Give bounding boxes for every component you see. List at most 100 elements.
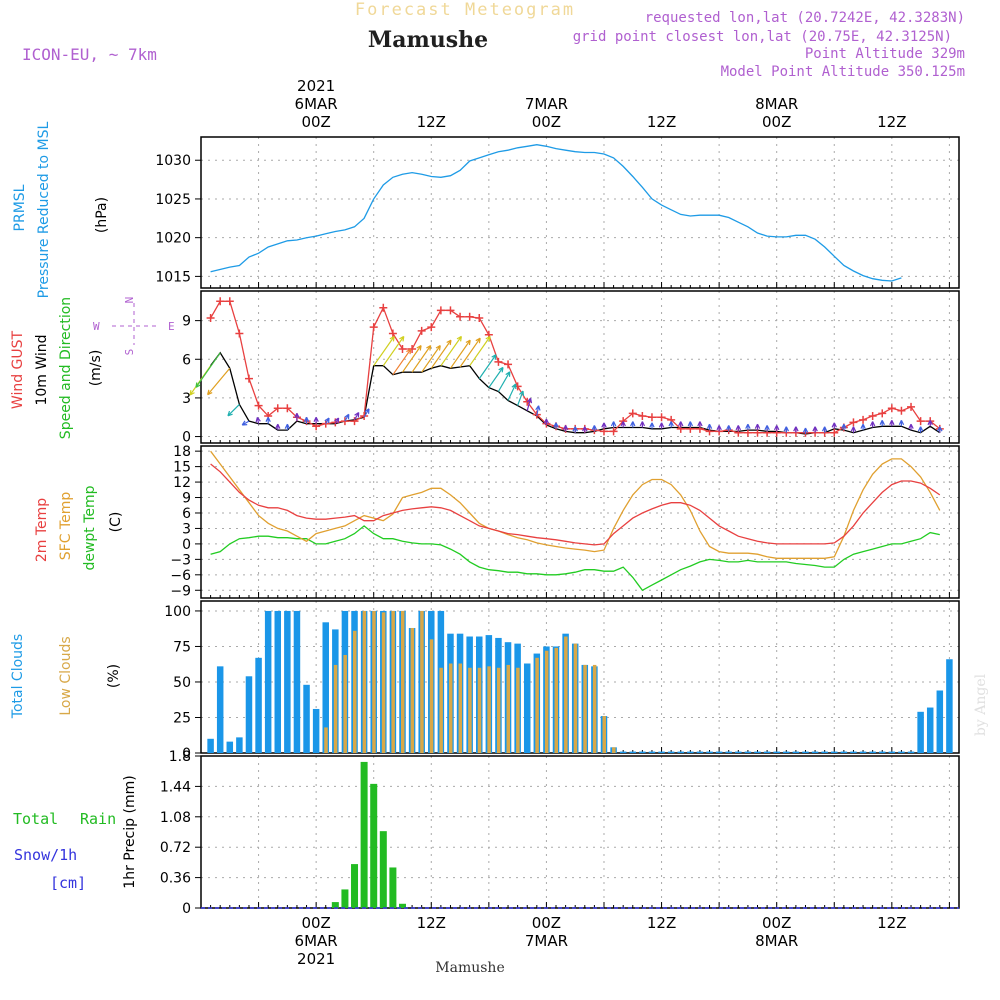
location-title: Mamushe	[368, 27, 488, 53]
total-clouds-label: Total Clouds	[10, 634, 26, 719]
panel-frame	[200, 445, 960, 599]
gust-marker	[283, 404, 292, 413]
gust-marker	[417, 326, 426, 335]
compass-south: S	[123, 349, 136, 356]
panel-frame	[200, 136, 960, 289]
compass-west: W	[93, 320, 100, 333]
total-cloud-bar	[284, 610, 291, 753]
wind-arrow	[313, 416, 319, 424]
top-date-label: 7MAR	[525, 95, 568, 113]
wind-arrow	[610, 421, 617, 428]
total-cloud-bar	[245, 676, 253, 753]
total-cloud-bar	[869, 751, 876, 753]
gust-marker	[494, 357, 503, 366]
pressure-msl-label: Pressure Reduced to MSL	[36, 121, 52, 298]
precip-total-label: Total	[13, 810, 58, 828]
wind-arrow	[927, 420, 933, 427]
gust-marker	[609, 427, 618, 436]
gust-marker	[436, 306, 445, 315]
wind-arrow	[275, 423, 281, 431]
y-tick-label: 0	[182, 537, 191, 553]
y-tick-label: 0.36	[160, 871, 191, 887]
wind-arrow	[392, 348, 412, 376]
y-tick-label: 9	[182, 314, 191, 330]
gust-marker	[465, 312, 474, 321]
bottom-time-label: 00Z	[301, 914, 330, 932]
wind-arrow	[517, 390, 525, 406]
temp-2m-label: 2m Temp	[34, 498, 50, 562]
low-cloud-bar	[439, 667, 443, 753]
total-cloud-bar	[831, 751, 838, 753]
gust-marker	[379, 303, 388, 312]
gust-marker	[638, 411, 647, 420]
low-cloud-bar	[602, 716, 606, 753]
model-label: ICON-EU, ~ 7km	[22, 45, 157, 64]
low-cloud-bar	[487, 666, 491, 753]
y-tick-label: 12	[173, 475, 191, 491]
rain-bar	[351, 864, 359, 908]
gust-marker	[350, 417, 359, 426]
total-cloud-bar	[878, 751, 886, 753]
total-cloud-bar	[639, 751, 646, 753]
top-time-label: 12Z	[877, 113, 906, 131]
y-tick-label: 1020	[155, 231, 191, 247]
gust-marker	[273, 404, 282, 413]
top-time-label: 00Z	[762, 113, 791, 131]
wind-gust-label: Wind GUST	[10, 330, 26, 409]
plot-layer: 10151020102510300369−9−6−303691215180255…	[155, 77, 960, 968]
gust-marker	[235, 329, 244, 338]
total-cloud-bar	[763, 751, 771, 753]
gust-marker	[830, 428, 839, 437]
gust-marker	[206, 314, 215, 323]
temp-sfc-label: SFC Temp	[58, 492, 74, 561]
total-cloud-bar	[946, 659, 953, 753]
model-altitude: Model Point Altitude 350.125m	[721, 64, 965, 80]
wind-arrow	[324, 417, 330, 425]
top-time-label: 12Z	[417, 113, 446, 131]
y-tick-label: 100	[164, 604, 191, 620]
sfc-temp-line	[210, 450, 941, 559]
gust-marker	[849, 418, 858, 427]
wind-arrow	[227, 403, 240, 417]
top-time-label: 12Z	[647, 113, 676, 131]
total-cloud-bar	[226, 741, 234, 753]
wind-arrow	[582, 426, 588, 433]
gust-marker	[388, 329, 397, 338]
bottom-time-label: 12Z	[417, 914, 446, 932]
gust-marker	[868, 411, 877, 420]
bottom-time-label: 00Z	[762, 914, 791, 932]
total-cloud-bar	[926, 707, 934, 753]
y-tick-label: 0	[182, 901, 191, 917]
total-cloud-bar	[754, 751, 761, 753]
top-time-label: 00Z	[301, 113, 330, 131]
gust-marker	[360, 411, 369, 420]
precip-snow-label: Snow/1h	[14, 846, 77, 864]
wind-arrow	[754, 423, 761, 431]
wind-arrow	[697, 421, 703, 428]
wind-arrow	[334, 417, 340, 425]
gust-marker	[859, 415, 868, 424]
wind-arrow	[649, 422, 655, 429]
gust-marker	[916, 417, 925, 426]
wind-arrow	[879, 420, 885, 427]
low-cloud-bar	[583, 664, 587, 753]
y-tick-label: 15	[173, 460, 191, 476]
y-tick-label: 6	[182, 506, 191, 522]
y-tick-label: −3	[170, 552, 191, 568]
total-cloud-bar	[207, 738, 214, 753]
wind-arrow	[363, 408, 370, 418]
gust-marker	[475, 314, 484, 323]
wind-arrow	[478, 354, 497, 379]
bottom-date-label: 8MAR	[755, 932, 798, 950]
ms-label: (m/s)	[88, 350, 104, 387]
wind-10m-line	[210, 351, 941, 435]
low-cloud-bar	[420, 610, 424, 753]
temp-unit-label: (C)	[108, 512, 124, 533]
wind-arrow	[639, 421, 646, 428]
wind-arrow	[255, 416, 261, 424]
total-cloud-bar	[783, 751, 790, 753]
gust-marker	[878, 409, 887, 418]
low-cloud-bar	[448, 663, 453, 753]
wind-arrow	[678, 421, 684, 428]
